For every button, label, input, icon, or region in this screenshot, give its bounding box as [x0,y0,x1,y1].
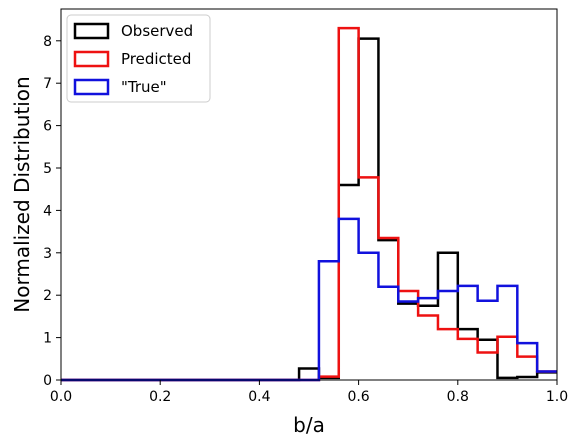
legend-swatch [73,78,110,96]
y-tick-label: 6 [43,119,52,135]
legend-label: Observed [121,22,193,40]
series-layer [61,26,557,382]
x-tick-label: 0.0 [50,389,72,405]
y-tick-label: 8 [43,34,52,50]
legend-swatch [73,22,110,40]
x-axis-label: b/a [293,413,325,437]
x-tick-label: 0.8 [447,389,469,405]
legend-label: "True" [121,78,167,96]
legend-label: Predicted [121,50,191,68]
legend: Observed Predicted "True" [66,14,211,103]
y-axis-label: Normalized Distribution [10,76,34,312]
y-tick-label: 1 [43,331,52,347]
y-tick-label: 2 [43,288,52,304]
y-tick-label: 5 [43,161,52,177]
series-line-2 [61,217,557,382]
x-tick-label: 0.6 [347,389,369,405]
y-tick-label: 4 [43,203,52,219]
x-tick-label: 0.2 [149,389,171,405]
y-tick-label: 3 [43,246,52,262]
x-tick-label: 0.4 [248,389,270,405]
x-axis-ticks: 0.0 0.2 0.4 0.6 0.8 1.0 [50,380,568,405]
legend-swatch [73,50,110,68]
series-line-1 [61,26,557,382]
y-tick-label: 0 [43,373,52,389]
y-axis-ticks: 0 1 2 3 4 5 6 7 8 [43,34,61,389]
x-tick-label: 1.0 [546,389,568,405]
legend-entries: Observed Predicted "True" [73,22,193,96]
y-tick-label: 7 [43,76,52,92]
plot-frame [60,8,558,381]
